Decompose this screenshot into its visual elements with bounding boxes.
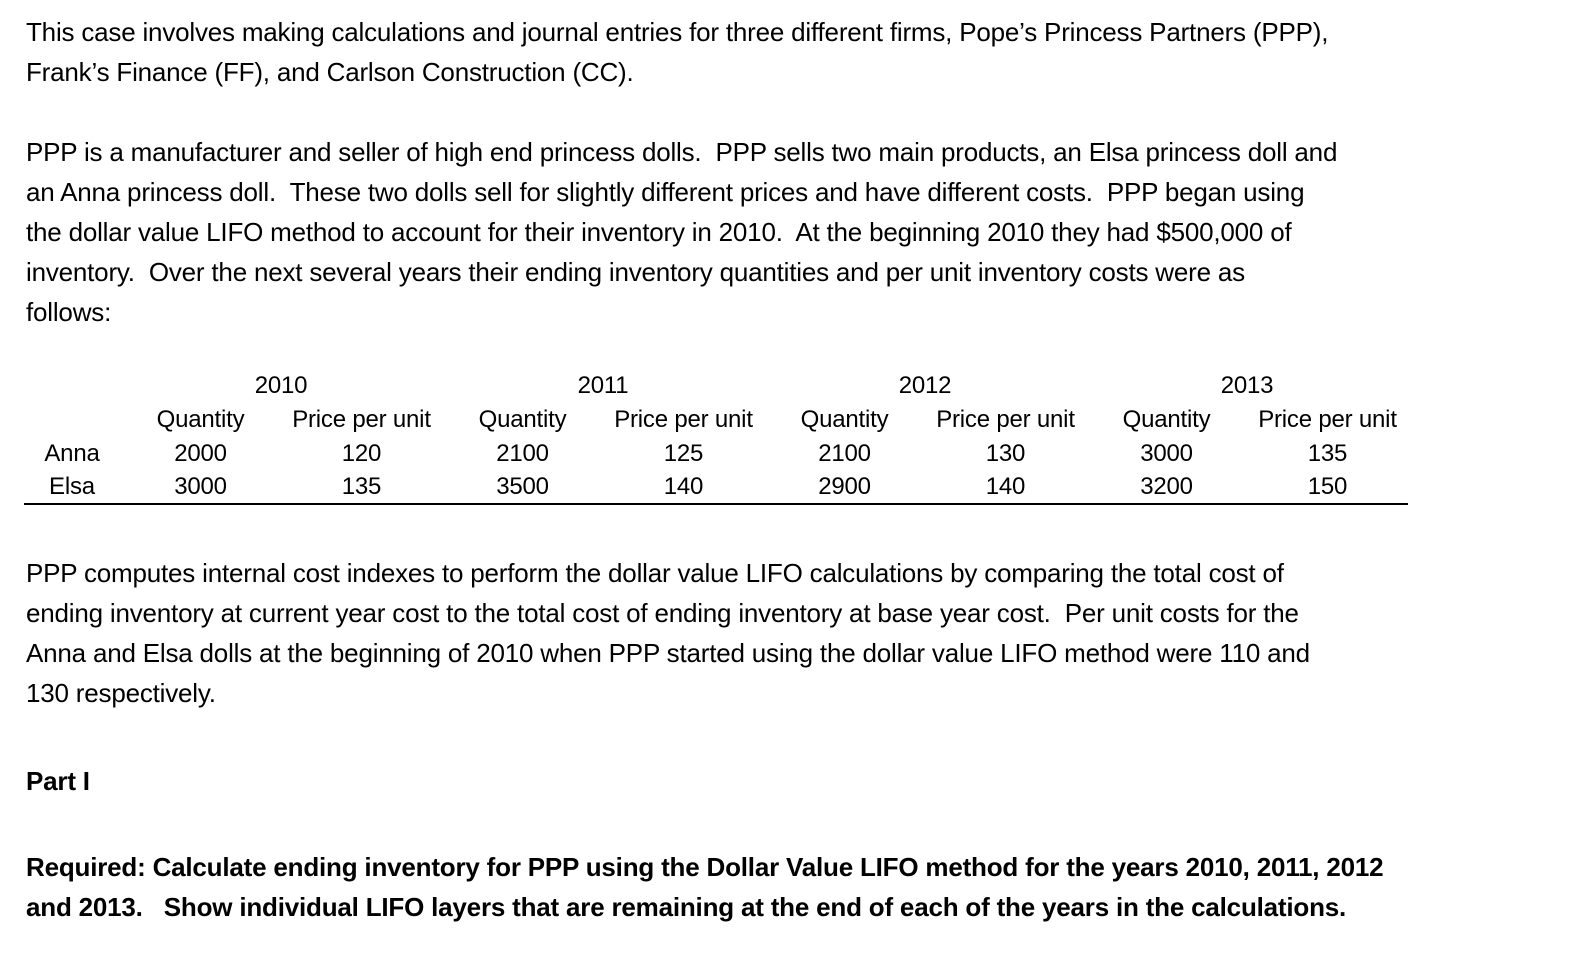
table-cell: 150 [1247,470,1408,505]
year-header-2010: 2010 [254,371,308,399]
table-cell: 140 [603,470,764,505]
year-header-2013: 2013 [1220,371,1274,399]
inventory-table: 2010 2011 2012 2013 Quantity Price per u… [24,368,1408,505]
part-heading: Part I [26,766,90,796]
table-cell: 2100 [496,439,549,467]
table-cell: 2000 [174,439,227,467]
quantity-header: Quantity [1122,406,1211,433]
intro-paragraph: This case involves making calculations a… [26,17,1329,87]
table-cell: 3000 [1140,439,1193,467]
ppp-description-paragraph: PPP is a manufacturer and seller of high… [26,137,1338,327]
quantity-header: Quantity [478,406,567,433]
table-cell: 3200 [1086,470,1247,505]
row-label-anna: Anna [44,439,100,467]
year-header-2011: 2011 [577,371,629,399]
table-corner-blank [24,403,120,437]
table-cell: 135 [1307,439,1348,467]
required-paragraph: Required: Calculate ending inventory for… [26,852,1384,922]
table-cell: 120 [341,439,382,467]
cost-index-paragraph: PPP computes internal cost indexes to pe… [26,558,1310,708]
table-corner-blank [24,368,120,403]
table-cell: 130 [985,439,1026,467]
table-cell: 2900 [764,470,925,505]
table-cell: 3000 [120,470,281,505]
row-label-elsa: Elsa [24,470,120,505]
quantity-header: Quantity [156,406,245,433]
table-cell: 3500 [442,470,603,505]
table-cell: 135 [281,470,442,505]
quantity-header: Quantity [800,406,889,433]
price-per-unit-header: Price per unit [614,406,753,433]
year-header-2012: 2012 [898,371,952,399]
price-per-unit-header: Price per unit [936,406,1075,433]
price-per-unit-header: Price per unit [292,406,431,433]
table-cell: 125 [663,439,704,467]
table-cell: 2100 [818,439,871,467]
table-cell: 140 [925,470,1086,505]
price-per-unit-header: Price per unit [1258,406,1397,433]
